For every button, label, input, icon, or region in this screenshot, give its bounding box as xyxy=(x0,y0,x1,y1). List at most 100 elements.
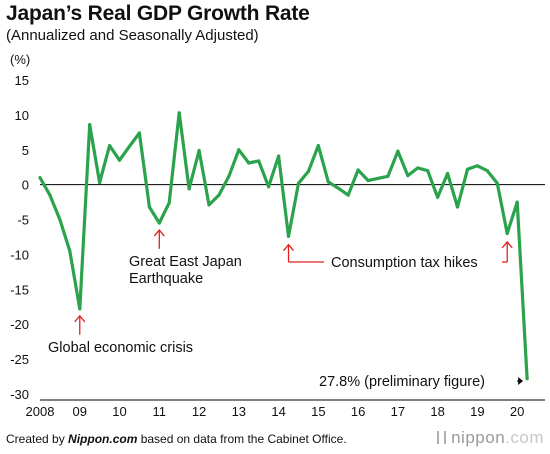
y-tick-label: 15 xyxy=(15,73,29,88)
brand-domain: .com xyxy=(505,428,544,447)
nippon-mark-icon xyxy=(437,431,447,444)
y-tick-label: 5 xyxy=(22,143,29,158)
data-point xyxy=(336,186,340,190)
data-point xyxy=(147,205,151,209)
y-tick-label: -25 xyxy=(10,352,29,367)
x-tick-labels: 2008 09 10 11 12 13 14 15 16 17 18 19 20 xyxy=(26,404,525,419)
annotation-consumption-tax: Consumption tax hikes xyxy=(331,255,478,271)
data-point xyxy=(316,143,320,148)
data-point xyxy=(445,171,450,176)
x-tick-label: 2008 xyxy=(26,404,55,419)
credit-suffix: based on data from the Cabinet Office. xyxy=(137,432,347,446)
data-point xyxy=(227,174,231,178)
y-tick-label: -15 xyxy=(10,282,29,297)
x-tick-label: 20 xyxy=(510,404,524,419)
preliminary-arrow-head xyxy=(518,377,524,385)
data-point xyxy=(137,131,142,135)
data-point xyxy=(167,201,171,205)
data-point xyxy=(406,173,410,178)
data-point xyxy=(346,193,350,197)
data-point xyxy=(306,169,311,174)
y-tick-label: -5 xyxy=(17,213,29,228)
data-point xyxy=(187,187,191,191)
source-credit: Created by Nippon.com based on data from… xyxy=(6,432,347,446)
data-point xyxy=(58,217,62,222)
data-point xyxy=(475,164,480,168)
y-tick-label: -10 xyxy=(10,247,29,262)
data-point xyxy=(505,231,509,236)
tax-right-arrowhead xyxy=(501,240,513,249)
credit-prefix: Created by xyxy=(6,432,69,446)
data-point xyxy=(237,148,241,152)
nippon-logo: nippon.com xyxy=(437,428,544,448)
x-tick-label: 15 xyxy=(311,404,325,419)
data-point xyxy=(257,159,261,163)
data-point xyxy=(326,180,330,184)
chart-title: Japan’s Real GDP Growth Rate xyxy=(6,2,310,25)
x-tick-label: 14 xyxy=(271,404,285,419)
data-point xyxy=(376,176,380,180)
y-tick-label: -30 xyxy=(10,387,29,402)
tax-left-arrowhead xyxy=(283,243,295,252)
data-point xyxy=(68,249,72,253)
data-point xyxy=(276,154,281,158)
data-point xyxy=(426,169,430,173)
x-tick-label: 13 xyxy=(232,404,246,419)
y-tick-labels: 15 10 5 0 -5 -10 -15 -20 -25 -30 xyxy=(10,73,29,402)
x-tick-label: 18 xyxy=(430,404,444,419)
data-point xyxy=(207,203,211,207)
x-tick-label: 10 xyxy=(112,404,126,419)
y-tick-label: -20 xyxy=(10,317,29,332)
data-point xyxy=(286,234,291,238)
y-tick-label: 0 xyxy=(22,178,29,193)
data-point xyxy=(217,193,221,197)
gdp-series-line xyxy=(38,111,529,381)
y-axis-unit: (%) xyxy=(10,52,31,67)
data-point xyxy=(98,180,102,185)
data-point xyxy=(356,168,360,172)
annotations: Global economic crisis Great East JapanEa… xyxy=(48,229,524,390)
data-point xyxy=(465,167,470,171)
data-point xyxy=(78,307,82,311)
point-markers xyxy=(38,111,529,381)
data-point xyxy=(247,161,251,165)
data-point xyxy=(366,178,370,183)
data-point xyxy=(157,221,161,225)
quake-arrow-head xyxy=(153,229,165,237)
data-point xyxy=(416,166,420,170)
x-tick-label: 19 xyxy=(470,404,484,419)
data-point xyxy=(436,195,440,199)
x-tick-label: 09 xyxy=(73,404,87,419)
annotation-earthquake-line2: Earthquake xyxy=(129,271,203,287)
brand-name: nippon xyxy=(451,428,506,447)
x-tick-label: 12 xyxy=(192,404,206,419)
data-point xyxy=(396,149,400,153)
data-point xyxy=(88,123,92,127)
data-point xyxy=(296,181,301,185)
data-point xyxy=(127,144,132,148)
chart-subtitle: (Annualized and Seasonally Adjusted) xyxy=(6,27,259,44)
data-point xyxy=(38,176,42,180)
data-point xyxy=(177,111,181,115)
data-point xyxy=(485,169,489,173)
x-tick-label: 17 xyxy=(391,404,405,419)
data-point xyxy=(386,174,390,178)
data-point xyxy=(267,185,271,189)
data-point xyxy=(515,200,519,204)
credit-source: Nippon.com xyxy=(68,432,138,446)
data-point xyxy=(495,181,499,185)
annotation-global-crisis: Global economic crisis xyxy=(48,340,193,356)
y-tick-label: 10 xyxy=(15,108,29,123)
x-tick-label: 16 xyxy=(351,404,365,419)
data-point xyxy=(117,158,122,162)
data-point xyxy=(525,377,529,381)
annotation-earthquake-line1: Great East Japan xyxy=(129,254,242,270)
data-point xyxy=(197,148,201,153)
annotation-preliminary: 27.8% (preliminary figure) xyxy=(319,374,485,390)
data-point xyxy=(48,193,52,197)
data-point xyxy=(455,205,460,209)
crisis-arrow-head xyxy=(74,314,86,323)
data-point xyxy=(107,143,112,148)
x-tick-label: 11 xyxy=(153,404,167,419)
